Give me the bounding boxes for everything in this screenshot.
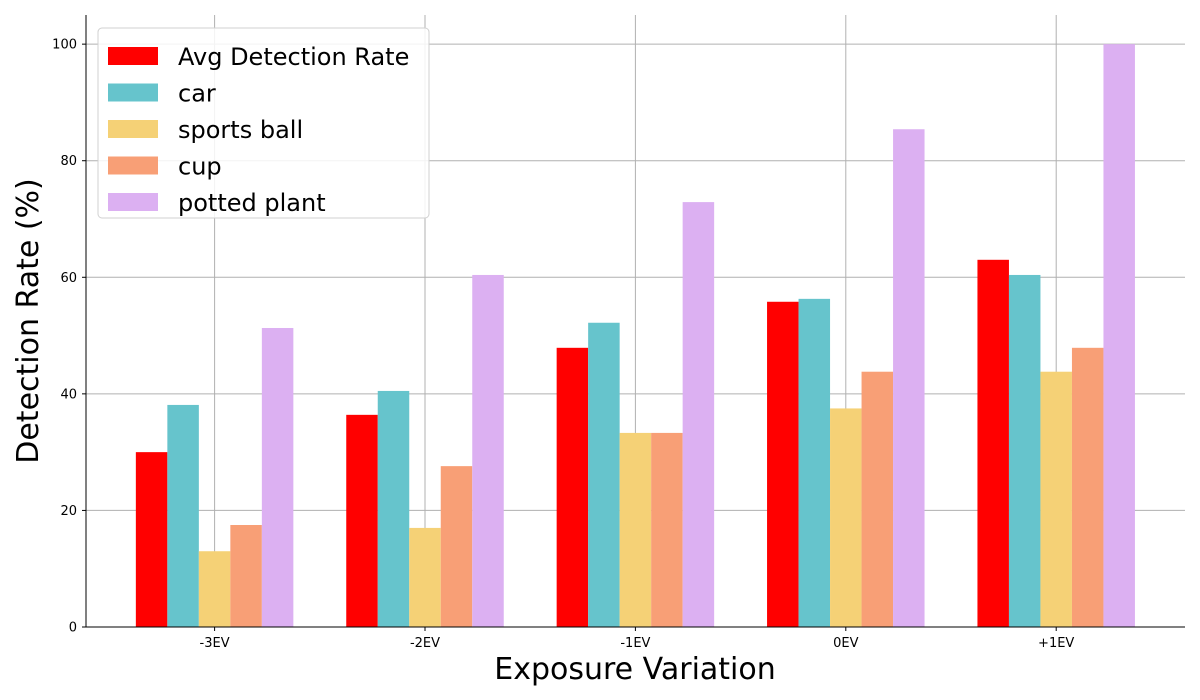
bar-sports-ball-minus1ev (619, 432, 652, 627)
bar-cup-0ev (861, 371, 894, 627)
bar-potted-plant-0ev (893, 129, 925, 628)
y-axis-title: Detection Rate (%) (11, 178, 46, 464)
legend-label: Avg Detection Rate (178, 43, 409, 71)
bar-avg-detection-rate-minus1ev (556, 347, 589, 627)
x-axis-title: Exposure Variation (494, 652, 776, 687)
legend-label: potted plant (178, 189, 326, 217)
bar-avg-detection-rate-plus1ev (977, 259, 1009, 627)
legend-swatch (108, 156, 158, 175)
legend-label: cup (178, 153, 222, 181)
bar-sports-ball-minus2ev (409, 527, 441, 627)
x-tick-label: -2EV (410, 636, 440, 651)
y-tick-label: 0 (69, 621, 77, 636)
bar-potted-plant-minus2ev (472, 274, 504, 627)
bar-sports-ball-plus1ev (1040, 371, 1072, 627)
x-tick-label: -3EV (200, 636, 230, 651)
y-tick-label: 60 (60, 271, 77, 286)
legend-label: sports ball (178, 116, 303, 144)
legend-swatch (108, 120, 158, 138)
bar-avg-detection-rate-minus3ev (135, 452, 168, 627)
legend-swatch (108, 193, 158, 211)
bar-avg-detection-rate-0ev (767, 301, 799, 627)
bar-car-0ev (798, 298, 831, 627)
bar-sports-ball-0ev (830, 408, 862, 627)
bar-potted-plant-plus1ev (1103, 44, 1135, 627)
bar-potted-plant-minus3ev (261, 327, 294, 627)
y-tick-label: 80 (60, 154, 77, 169)
bar-car-minus2ev (377, 390, 410, 627)
bar-cup-minus3ev (230, 525, 262, 627)
bar-cup-minus2ev (440, 466, 473, 627)
y-tick-label: 20 (60, 504, 77, 519)
bar-sports-ball-minus3ev (198, 551, 231, 627)
legend-label: car (178, 80, 216, 108)
legend: Avg Detection Rate car sports ball cup potte… (97, 27, 430, 219)
y-tick-label: 100 (52, 38, 77, 53)
bar-cup-minus1ev (651, 432, 683, 627)
bar-car-minus3ev (167, 404, 199, 627)
y-tick-label: 40 (60, 387, 77, 402)
bar-potted-plant-minus1ev (682, 202, 715, 627)
ticks-layer: 0 20 40 60 80 100 -3EV -2EV -1EV 0EV +1EV (52, 38, 1074, 651)
bar-car-plus1ev (1008, 274, 1041, 627)
bars-layer (135, 44, 1135, 628)
x-tick-label: 0EV (833, 636, 858, 651)
x-tick-label: -1EV (620, 636, 650, 651)
legend-swatch (108, 47, 158, 65)
legend-frame (97, 27, 430, 219)
bar-avg-detection-rate-minus2ev (346, 414, 378, 627)
legend-swatch (108, 83, 158, 102)
x-tick-label: +1EV (1038, 636, 1074, 651)
bar-car-minus1ev (588, 322, 620, 627)
bar-cup-plus1ev (1071, 347, 1104, 627)
